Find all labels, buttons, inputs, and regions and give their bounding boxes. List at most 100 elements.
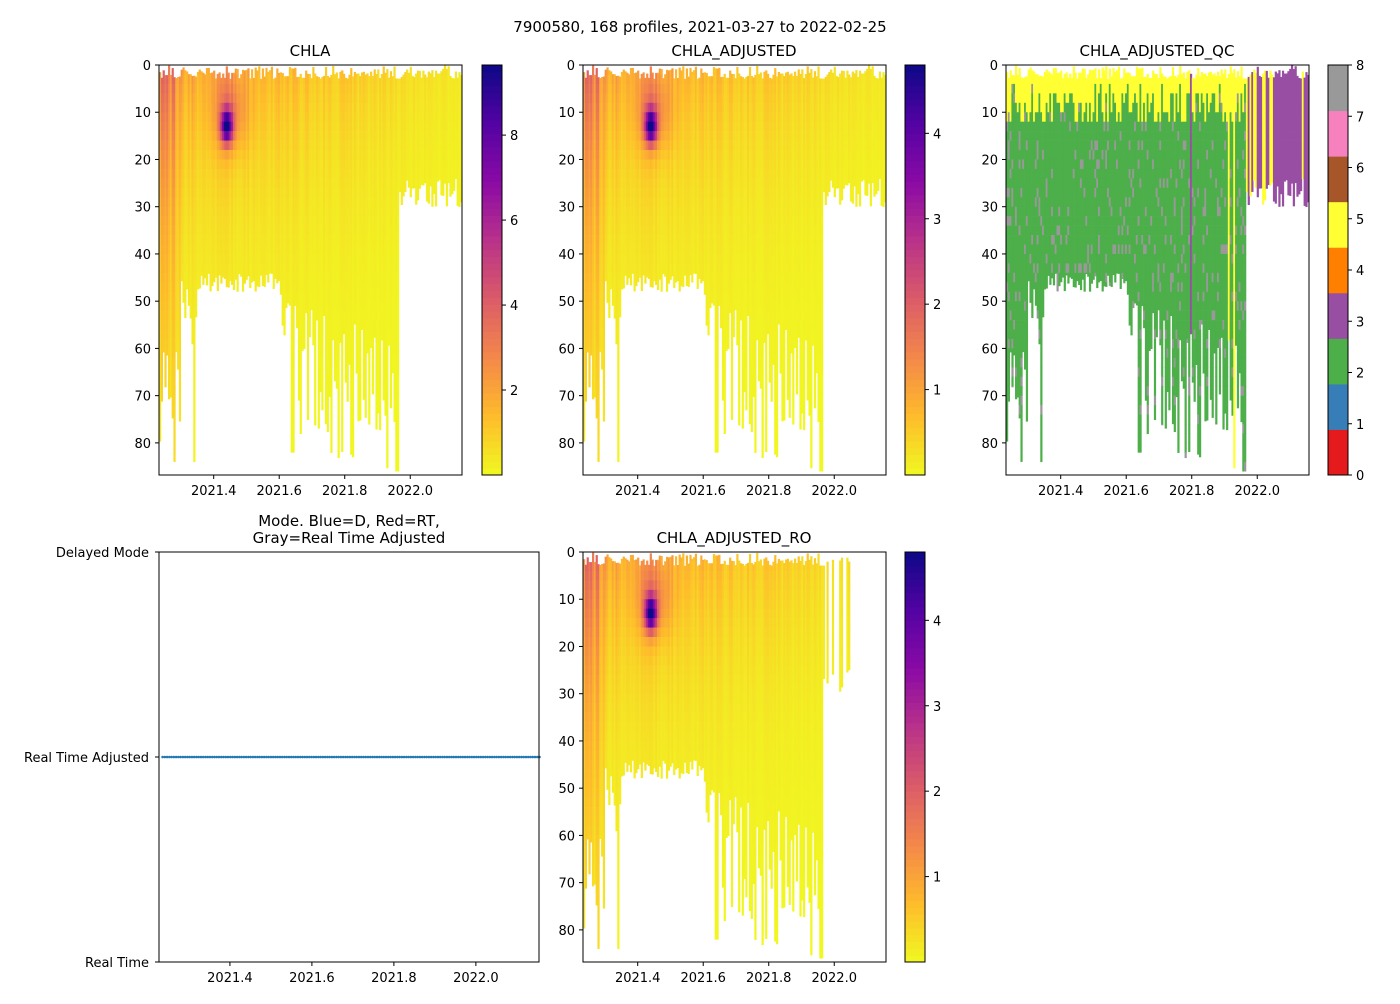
x-tick-label: 2021.4	[191, 484, 237, 499]
heatmap-cell	[303, 339, 305, 349]
heatmap-cell	[419, 188, 421, 189]
colorbar-segment	[482, 250, 502, 257]
heatmap-cell	[585, 377, 587, 387]
heatmap-cell	[314, 358, 316, 368]
heatmap-cell	[587, 70, 589, 74]
colorbar-segment	[482, 311, 502, 318]
heatmap-cell	[161, 367, 163, 377]
heatmap-cell	[397, 263, 399, 273]
colorbar-tick-label: 6	[510, 214, 518, 229]
x-tick-label: 2021.6	[256, 484, 302, 499]
heatmap-cell	[386, 424, 388, 434]
chla-panel: CHLA2021.42021.62021.82022.0010203040506…	[134, 42, 518, 499]
heatmap-cell	[330, 377, 332, 387]
heatmap-cell	[453, 178, 455, 188]
heatmap-cell	[332, 66, 334, 75]
colorbar-segment	[482, 229, 502, 236]
heatmap-cell	[397, 216, 399, 226]
heatmap-cell	[338, 386, 340, 396]
heatmap-cell	[173, 433, 175, 443]
heatmap-cell	[292, 320, 294, 330]
heatmap-cell	[217, 282, 219, 291]
heatmap-cell	[442, 188, 444, 196]
heatmap-cell	[307, 367, 309, 377]
heatmap-cell	[338, 415, 340, 425]
colorbar-segment	[482, 448, 502, 455]
y-tick-label: 0	[143, 59, 151, 74]
heatmap-cell	[309, 330, 311, 338]
heatmap-cell	[330, 415, 332, 425]
heatmap-cell	[390, 377, 392, 387]
heatmap-cell	[336, 72, 338, 74]
heatmap-cell	[193, 405, 195, 415]
heatmap-cell	[377, 69, 379, 74]
heatmap-cell	[352, 386, 354, 396]
heatmap-cell	[397, 320, 399, 330]
heatmap-cell	[173, 377, 175, 387]
heatmap-cell	[397, 443, 399, 453]
x-tick-label: 2022.0	[387, 484, 433, 499]
heatmap-cell	[435, 197, 437, 206]
heatmap-cell	[431, 197, 433, 207]
heatmap-cell	[164, 386, 166, 387]
heatmap-cell	[350, 68, 352, 75]
heatmap-cell	[352, 452, 354, 457]
heatmap-cell	[372, 339, 374, 349]
heatmap-cell	[179, 292, 181, 302]
heatmap-cell	[199, 282, 201, 288]
colorbar-segment	[482, 366, 502, 373]
heatmap-cell	[341, 377, 343, 387]
colorbar: 2468	[482, 65, 518, 476]
heatmap-cell	[314, 348, 316, 358]
heatmap-cell	[300, 424, 302, 434]
heatmap-cell	[446, 197, 448, 206]
heatmap-cell	[271, 67, 273, 75]
heatmap-cell	[359, 415, 361, 421]
heatmap-cell	[179, 415, 181, 422]
heatmap-cell	[386, 358, 388, 368]
colorbar-segment	[482, 455, 502, 462]
heatmap-cell	[193, 424, 195, 434]
heatmap-cell	[283, 320, 285, 330]
heatmap-cell	[179, 405, 181, 415]
heatmap-cell	[161, 386, 163, 396]
heatmap-cell	[379, 348, 381, 358]
colorbar-segment	[482, 188, 502, 195]
heatmap-cell	[321, 386, 323, 396]
heatmap-cell	[184, 311, 186, 318]
heatmap-cell	[341, 443, 343, 452]
heatmap-cell	[330, 339, 332, 349]
heatmap-cell	[161, 396, 163, 402]
heatmap-cell	[603, 330, 605, 340]
heatmap-cell	[307, 339, 309, 349]
heatmap-cell	[314, 424, 316, 425]
panel-title: CHLA	[290, 42, 331, 60]
heatmap-cell	[341, 405, 343, 415]
heatmap-cell	[249, 282, 251, 288]
colorbar-segment	[482, 434, 502, 441]
heatmap-cell	[386, 452, 388, 462]
y-tick-label: 10	[134, 106, 151, 121]
heatmap-cell	[172, 68, 174, 75]
heatmap-cell	[397, 273, 399, 283]
heatmap-cell	[267, 273, 269, 283]
colorbar-segment	[482, 147, 502, 154]
heatmap-cell	[368, 424, 370, 425]
heatmap-cell	[368, 415, 370, 425]
heatmap-cell	[307, 348, 309, 358]
heatmap-cell	[603, 415, 605, 422]
heatmap-cell	[410, 67, 412, 75]
heatmap-cell	[321, 320, 323, 330]
heatmap-cell	[338, 433, 340, 443]
heatmap-cell	[386, 69, 388, 75]
heatmap-cell	[193, 386, 195, 396]
colorbar-segment	[482, 181, 502, 188]
colorbar-segment	[482, 154, 502, 161]
heatmap-cell	[431, 70, 433, 75]
heatmap-cell	[390, 396, 392, 406]
heatmap-cell	[179, 358, 181, 368]
heatmap-cell	[338, 424, 340, 434]
heatmap-cell	[338, 367, 340, 377]
heatmap-cell	[352, 330, 354, 340]
heatmap-cell	[372, 377, 374, 387]
